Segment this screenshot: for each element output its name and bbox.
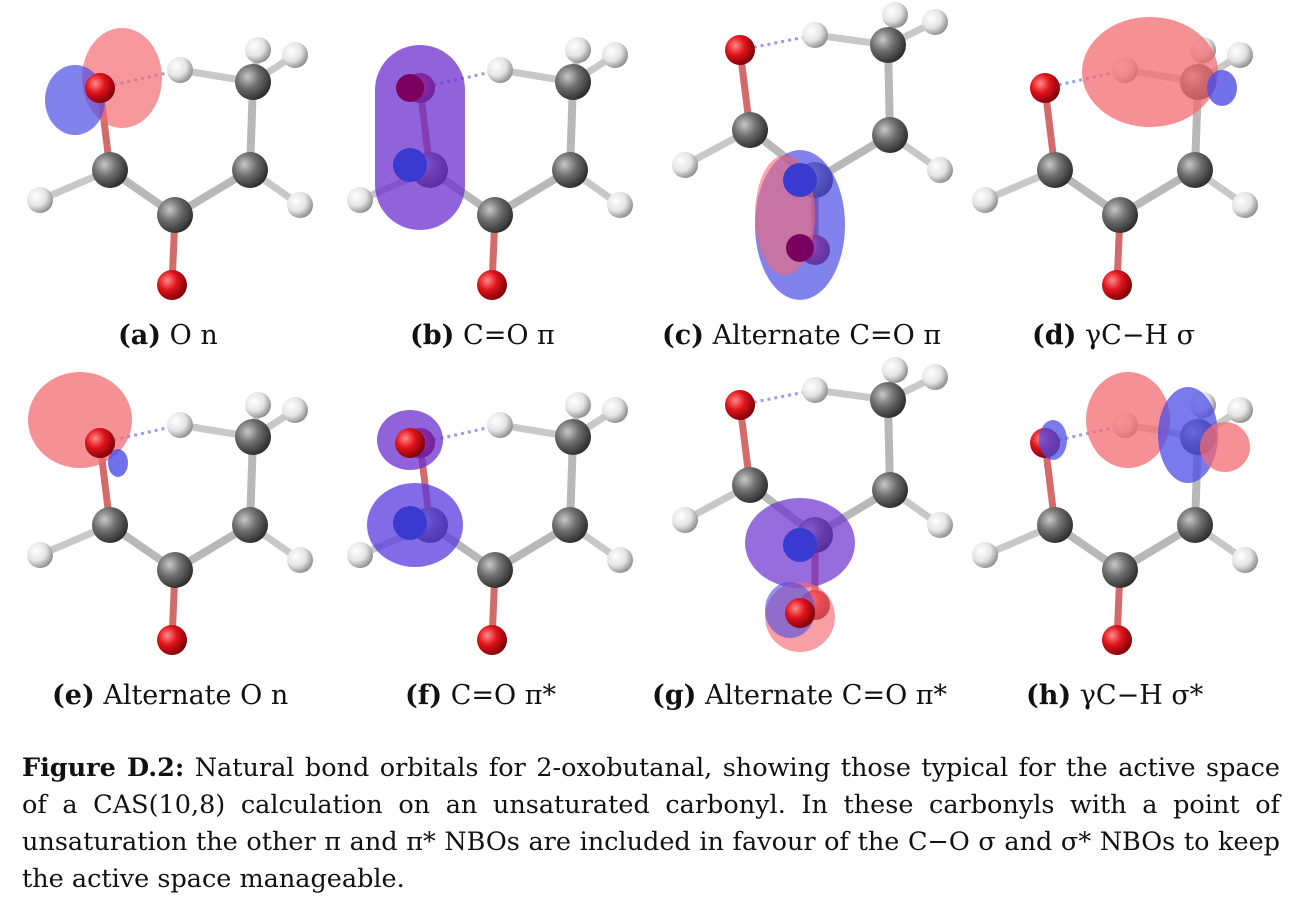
caption-b: (b) C=O π: [410, 320, 555, 351]
panel-a: (a) O n: [0, 0, 320, 351]
caption-c: (c) Alternate C=O π: [662, 320, 942, 351]
panel-d: (d) γC−H σ: [960, 0, 1280, 351]
molecule-image-h: [960, 372, 1280, 655]
panel-h: (h) γC−H σ*: [960, 355, 1280, 711]
panel-f: (f) C=O π*: [320, 355, 640, 711]
caption-g: (g) Alternate C=O π*: [652, 680, 948, 711]
molecule-image-f: [320, 355, 640, 655]
panel-c: (c) Alternate C=O π: [640, 0, 960, 351]
molecule-image-d: [960, 17, 1280, 300]
molecule-image-g: [640, 355, 960, 652]
panel-b: (b) C=O π: [320, 0, 640, 351]
caption-d: (d) γC−H σ: [1032, 320, 1196, 351]
molecule-image-a: [0, 28, 320, 300]
molecule-image-c: [640, 0, 960, 300]
molecule-image-b: [320, 0, 640, 300]
figure-label: Figure D.2:: [22, 753, 185, 783]
caption-e: (e) Alternate O n: [52, 680, 289, 711]
caption-f: (f) C=O π*: [405, 680, 557, 711]
figure-caption: Figure D.2: Natural bond orbitals for 2-…: [22, 750, 1280, 898]
figure-caption-text: Natural bond orbitals for 2-oxobutanal, …: [22, 753, 1280, 894]
panel-g: (g) Alternate C=O π*: [640, 355, 960, 711]
caption-h: (h) γC−H σ*: [1026, 680, 1204, 711]
molecule-image-e: [0, 372, 320, 655]
panel-e: (e) Alternate O n: [0, 355, 320, 711]
caption-a: (a) O n: [118, 320, 218, 351]
